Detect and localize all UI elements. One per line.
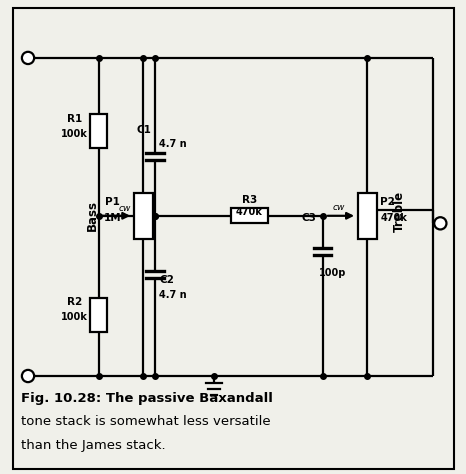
Text: 100k: 100k [61,128,88,138]
Circle shape [22,370,34,382]
Bar [134,193,153,239]
Text: 100p: 100p [319,268,346,278]
Text: Bass: Bass [86,201,99,231]
Text: than the James stack.: than the James stack. [21,438,165,452]
Text: 100k: 100k [61,312,88,322]
Text: C3: C3 [302,212,316,222]
Text: C2: C2 [159,275,174,285]
Text: 1M: 1M [104,213,122,223]
Text: tone stack is somewhat less versatile: tone stack is somewhat less versatile [21,415,271,428]
Circle shape [22,52,34,64]
Text: R1: R1 [67,114,82,124]
Text: 4.7 n: 4.7 n [159,290,187,300]
Bar [358,193,377,239]
Text: 470k: 470k [381,212,407,222]
Bar [90,114,107,148]
Bar [90,298,107,332]
Text: 4.7 n: 4.7 n [159,138,187,148]
Text: Treble: Treble [393,191,406,232]
Bar [231,208,268,223]
Text: R3: R3 [242,195,257,205]
Text: Fig. 10.28: The passive Baxandall: Fig. 10.28: The passive Baxandall [21,392,273,405]
Text: cw: cw [333,203,345,212]
Text: P1: P1 [105,198,120,208]
Text: 470k: 470k [236,207,263,217]
Text: cw: cw [119,204,131,213]
Text: P2: P2 [381,198,395,208]
Text: C1: C1 [137,125,151,136]
Text: R2: R2 [67,297,82,307]
Circle shape [434,217,446,229]
